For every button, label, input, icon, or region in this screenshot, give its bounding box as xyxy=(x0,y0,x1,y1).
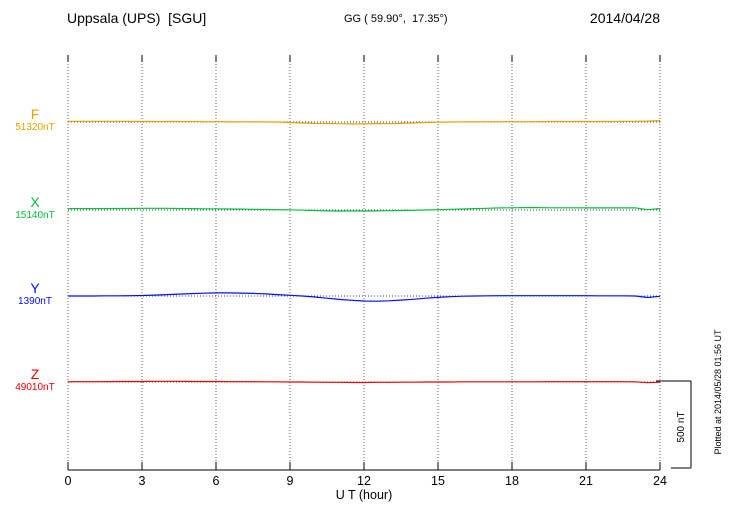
x-tick-label: 6 xyxy=(213,474,220,488)
x-tick-label: 3 xyxy=(139,474,146,488)
component-baseline-value: 51320nT xyxy=(15,122,55,134)
component-baseline-value: 1390nT xyxy=(18,296,52,308)
trace-Y xyxy=(68,292,661,302)
plotted-at-note: Plotted at 2014/05/28 01:56 UT xyxy=(713,329,723,455)
series-label-X: X 15140nT xyxy=(6,194,64,222)
trace-Z xyxy=(68,380,661,384)
component-letter: X xyxy=(30,194,40,210)
component-baseline-value: 49010nT xyxy=(15,382,55,394)
x-tick-label: 12 xyxy=(357,474,371,488)
series-label-Y: Y 1390nT xyxy=(6,280,64,308)
series-label-F: F 51320nT xyxy=(6,106,64,134)
scale-bar-label: 500 nT xyxy=(676,411,687,443)
station-coordinates: GG ( 59.90°, 17.35°) xyxy=(344,13,448,25)
x-axis-title: U T (hour) xyxy=(336,488,393,502)
trace-F xyxy=(68,120,661,125)
plot-date: 2014/04/28 xyxy=(589,10,660,26)
x-tick-label: 0 xyxy=(65,474,72,488)
station-title: Uppsala (UPS) [SGU] xyxy=(67,10,207,26)
x-tick-label: 9 xyxy=(287,474,294,488)
trace-X xyxy=(68,207,661,212)
x-tick-label: 24 xyxy=(653,474,667,488)
x-tick-label: 18 xyxy=(505,474,519,488)
component-baseline-value: 15140nT xyxy=(15,210,55,222)
x-tick-label: 21 xyxy=(579,474,593,488)
series-label-Z: Z 49010nT xyxy=(6,366,64,394)
component-letter: Z xyxy=(30,366,40,382)
x-tick-label: 15 xyxy=(431,474,445,488)
component-letter: Y xyxy=(30,280,40,296)
component-letter: F xyxy=(30,106,40,122)
